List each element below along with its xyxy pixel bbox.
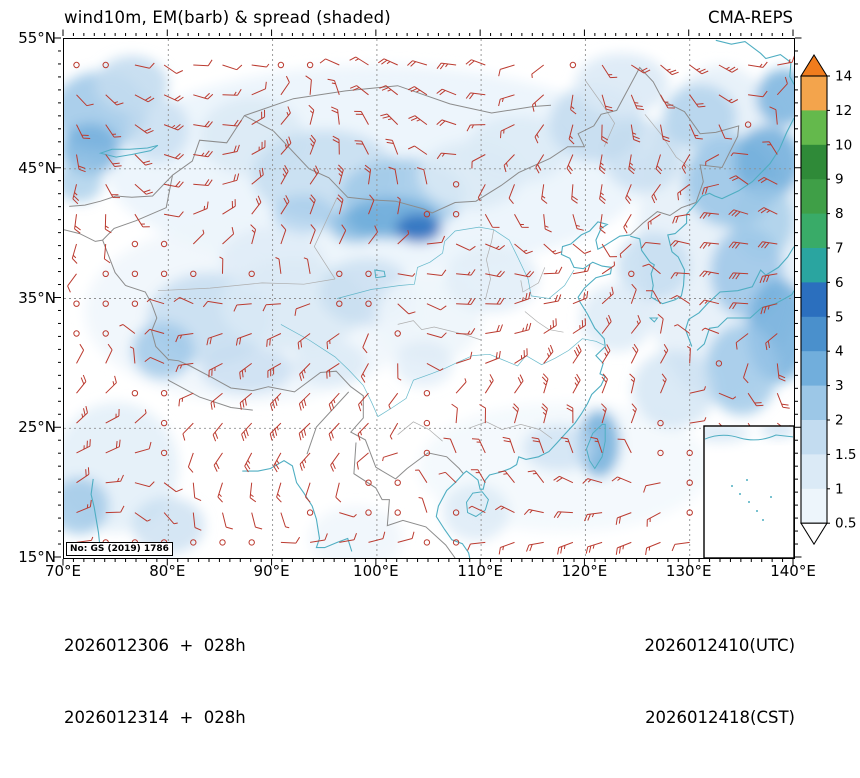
coastline <box>696 290 794 351</box>
province-boundary <box>468 421 553 439</box>
colorbar: 0.5 1 1.5 2 3 4 5 6 7 8 9 10 12 14 <box>800 54 856 546</box>
coastline <box>435 221 631 558</box>
coastline <box>630 203 697 305</box>
coastline <box>715 39 794 85</box>
x-tick-label: 110°E <box>457 562 503 580</box>
inset-island-dot <box>748 501 750 503</box>
country-border <box>629 202 697 236</box>
map-approval-stamp: No: GS (2019) 1786 <box>66 542 173 556</box>
colorbar-segment <box>801 248 827 283</box>
inset-coastline <box>705 434 793 441</box>
coastline <box>695 117 794 205</box>
colorbar-tick-label: 6 <box>835 275 844 291</box>
inset-island-dot <box>770 496 772 498</box>
colorbar-tick-label: 0.5 <box>835 516 856 532</box>
y-tick-label: 15°N <box>18 548 56 566</box>
chart-title: wind10m, EM(barb) & spread (shaded) <box>64 8 391 27</box>
y-tick-label: 35°N <box>18 288 56 307</box>
valid-time-cst: 2026012418(CST) <box>645 708 795 727</box>
coastline <box>90 478 102 552</box>
province-boundary <box>397 320 482 341</box>
inset-island-dot <box>739 493 741 495</box>
colorbar-tick-label: 1.5 <box>835 447 856 463</box>
colorbar-segment <box>801 282 827 318</box>
x-tick-label: 130°E <box>665 562 712 580</box>
init-time-utc: 2026012306 + 028h <box>64 636 246 655</box>
colorbar-tick-label: 10 <box>835 137 852 153</box>
country-border <box>353 442 456 558</box>
colorbar-segment <box>801 179 827 215</box>
colorbar-segment <box>801 316 827 352</box>
island-outline <box>374 269 386 279</box>
spread-shading <box>64 53 794 558</box>
province-boundary <box>520 267 546 293</box>
colorbar-tick-label: 4 <box>835 344 844 360</box>
colorbar-tick-label: 5 <box>835 309 844 325</box>
colorbar-tick-label: 2 <box>835 413 844 429</box>
x-tick-label: 70°E <box>44 562 82 580</box>
colorbar-over-arrow <box>800 54 828 77</box>
country-border <box>244 85 552 117</box>
inset-island-dot <box>746 479 748 481</box>
country-border <box>102 239 464 480</box>
colorbar-tick-label: 1 <box>835 481 844 497</box>
inset-island-dot <box>762 519 764 521</box>
country-border <box>306 391 350 455</box>
province-boundary <box>484 229 495 300</box>
island-outline <box>98 144 159 158</box>
wind-barbs <box>67 55 794 555</box>
colorbar-tick-label: 7 <box>835 241 844 257</box>
river <box>280 324 605 418</box>
colorbar-tick-label: 12 <box>835 103 852 119</box>
province-boundary <box>397 421 443 442</box>
map-area: No: GS (2019) 1786 <box>63 38 795 559</box>
province-boundary <box>313 197 338 280</box>
colorbar-segment <box>801 488 827 524</box>
colorbar-segment <box>801 213 827 249</box>
valid-time-utc: 2026012410(UTC) <box>644 636 795 655</box>
x-tick-label: 120°E <box>561 562 608 580</box>
country-border <box>168 379 253 411</box>
basemap <box>64 39 794 558</box>
island-outline <box>585 423 606 470</box>
inset-island-dot <box>731 485 733 487</box>
inset-island-dot <box>756 510 758 512</box>
x-tick-label: 90°E <box>253 562 290 580</box>
colorbar-segment <box>801 420 827 455</box>
colorbar-segment <box>801 76 827 111</box>
init-time-cst: 2026012314 + 028h <box>64 708 246 727</box>
coastline <box>684 246 794 347</box>
valid-time-block: 2026012410(UTC) 2026012418(CST) <box>644 586 795 778</box>
province-boundary <box>524 311 564 333</box>
colorbar-tick-label: 8 <box>835 206 844 222</box>
colorbar-tick-label: 3 <box>835 378 844 394</box>
colorbar-tick-label: 14 <box>835 69 852 85</box>
init-time-block: 2026012306 + 028h 2026012314 + 028h <box>64 586 246 778</box>
colorbar-under-arrow <box>800 522 828 546</box>
y-tick-label: 55°N <box>18 29 56 47</box>
country-border <box>64 229 103 242</box>
country-border <box>102 66 740 241</box>
inset-south-china-sea <box>703 425 794 558</box>
map-canvas <box>64 39 794 558</box>
y-tick-label: 45°N <box>18 158 56 177</box>
colorbar-segment <box>801 454 827 490</box>
island-outline <box>465 491 489 518</box>
colorbar-segment <box>801 110 827 146</box>
x-tick-label: 140°E <box>770 562 816 580</box>
colorbar-segment <box>801 385 827 421</box>
model-label: CMA-REPS <box>708 8 793 27</box>
x-tick-label: 100°E <box>353 562 399 580</box>
colorbar-segment <box>801 351 827 387</box>
colorbar-segment <box>801 144 827 180</box>
colorbar-tick-label: 9 <box>835 172 844 188</box>
island-outline <box>648 317 659 323</box>
y-tick-label: 25°N <box>18 418 56 437</box>
river <box>337 226 575 299</box>
province-boundary <box>157 278 336 292</box>
country-border <box>69 174 173 207</box>
coastline <box>242 460 353 552</box>
x-tick-label: 80°E <box>149 562 186 580</box>
